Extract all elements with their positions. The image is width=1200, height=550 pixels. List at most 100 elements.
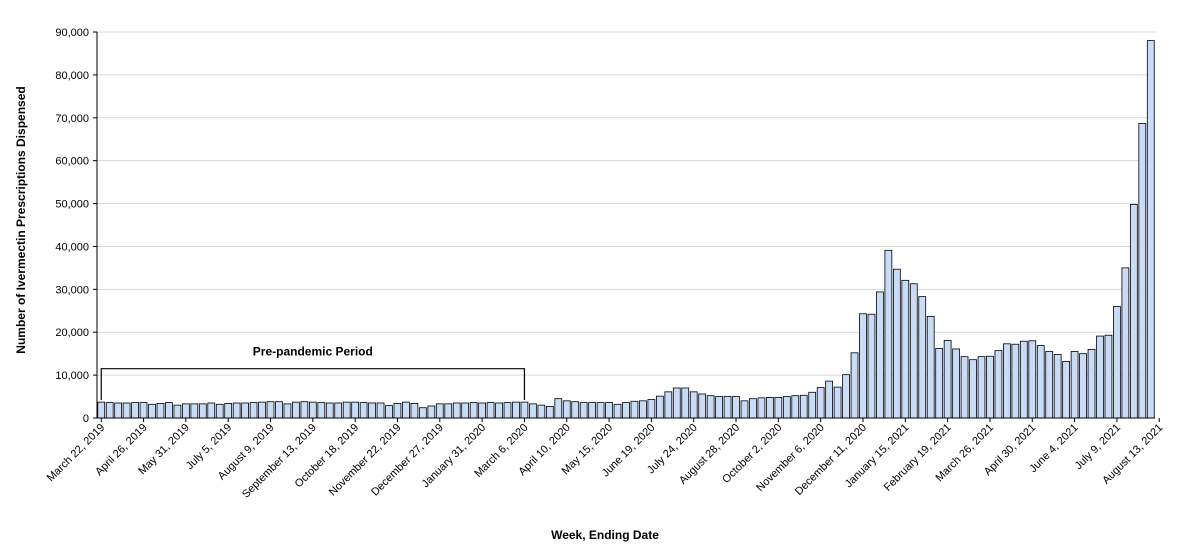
bar (647, 399, 656, 419)
bar (850, 352, 859, 419)
bar (173, 404, 182, 419)
bar (148, 403, 156, 419)
bar (241, 402, 249, 419)
bar (351, 401, 360, 419)
bar (706, 395, 715, 419)
bar (1146, 40, 1155, 419)
bar (554, 398, 563, 419)
bar (926, 315, 935, 419)
bar (1028, 340, 1037, 419)
bar (495, 402, 503, 419)
bar (215, 403, 224, 419)
bar (1096, 335, 1104, 419)
bar (1087, 348, 1096, 419)
bar (622, 402, 630, 419)
bar (275, 401, 283, 419)
bar (655, 395, 664, 419)
bar (749, 398, 757, 419)
bar (588, 402, 597, 419)
bar (579, 402, 588, 419)
bar (393, 403, 402, 419)
bar (181, 403, 190, 419)
bar (909, 283, 918, 419)
bar (723, 396, 732, 419)
bar (249, 402, 258, 419)
bar (766, 397, 774, 419)
bar (105, 402, 114, 419)
bar (613, 403, 622, 419)
bar (757, 397, 766, 419)
bar (452, 402, 461, 419)
bar (774, 397, 783, 419)
bar (376, 402, 385, 419)
bar (698, 393, 707, 419)
bar (300, 401, 309, 419)
bar (1070, 351, 1079, 419)
bar (512, 401, 520, 419)
y-tick-label: 40,000 (55, 241, 89, 253)
bar (444, 403, 453, 419)
bar (1003, 343, 1011, 419)
bar (1129, 204, 1138, 419)
axes (96, 32, 1155, 419)
bar (308, 401, 317, 419)
bar (520, 401, 529, 419)
bar (418, 407, 427, 419)
bar (503, 402, 512, 419)
bar (1079, 353, 1087, 419)
gridlines (93, 31, 1155, 419)
bar (562, 400, 571, 419)
bar (266, 401, 275, 419)
bar (385, 405, 393, 419)
bar (681, 387, 690, 419)
bar (935, 348, 944, 419)
bar (1036, 345, 1045, 419)
bar (960, 356, 969, 419)
bar (283, 403, 292, 419)
bar (571, 401, 580, 419)
bar (630, 400, 639, 419)
bar (461, 402, 470, 419)
y-tick-label: 30,000 (55, 284, 89, 296)
bar (1062, 360, 1071, 419)
bar (139, 402, 148, 419)
bar (427, 405, 436, 419)
bar (1011, 343, 1020, 419)
bar (825, 380, 834, 419)
bar (359, 402, 368, 419)
bar (859, 313, 867, 419)
bar (782, 396, 791, 419)
y-tick-label: 50,000 (55, 199, 89, 211)
bar (122, 402, 131, 419)
y-tick-label: 90,000 (55, 27, 89, 39)
x-tick-label: December 11, 2020 (793, 422, 869, 498)
bar (410, 403, 419, 419)
y-tick-label: 70,000 (55, 113, 89, 125)
bar (732, 396, 740, 419)
y-tick-label: 10,000 (55, 370, 89, 382)
bar (1121, 267, 1130, 419)
y-axis-title: Number of Ivermectin Prescriptions Dispe… (14, 86, 28, 353)
bar (596, 402, 605, 419)
bar (402, 401, 410, 419)
bar (537, 404, 546, 419)
bar (833, 386, 842, 419)
bar (334, 402, 343, 419)
bar (1045, 351, 1054, 419)
bar (1019, 340, 1028, 419)
bar (842, 374, 850, 419)
bars (97, 40, 1155, 419)
bar (1104, 334, 1113, 419)
bar (605, 402, 613, 419)
bar (791, 395, 800, 419)
bar (1113, 306, 1121, 419)
bar (368, 402, 376, 419)
bar (994, 350, 1003, 419)
y-tick-label: 60,000 (55, 156, 89, 168)
bar (97, 401, 106, 419)
bar (639, 400, 647, 419)
bar (165, 402, 173, 419)
bar (469, 402, 478, 419)
bar (918, 296, 927, 419)
